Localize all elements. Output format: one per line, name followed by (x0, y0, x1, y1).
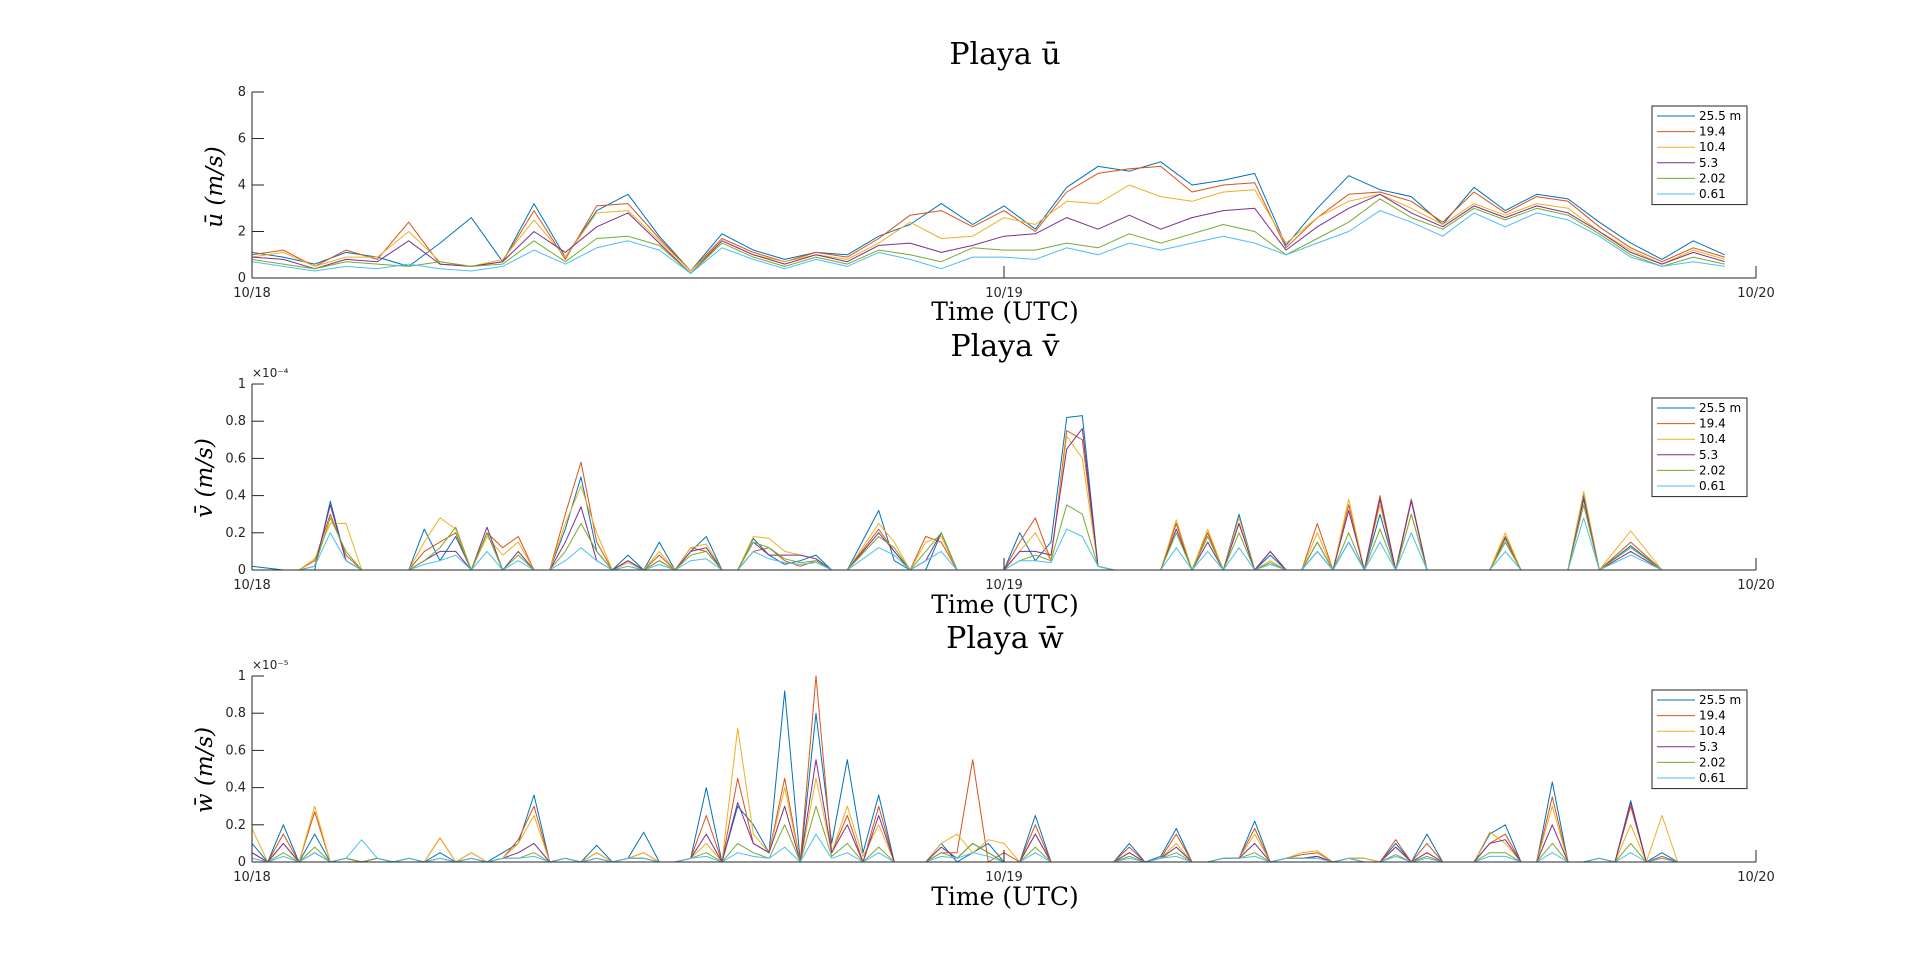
legend-box (1651, 689, 1748, 790)
legend-item: 5.3 (1699, 448, 1718, 462)
y-tick-label: 4 (238, 178, 246, 193)
y-tick-label: 0 (238, 563, 246, 578)
legend-item: 2.02 (1699, 755, 1726, 769)
x-tick-label: 10/18 (233, 578, 270, 593)
series-line-5 (251, 198, 1725, 274)
panel-v: Playa v̄ Time (UTC) v̄ (m/s) ×10⁻⁴ 00.20… (192, 329, 1775, 619)
legend-item: 19.4 (1699, 417, 1726, 431)
chart-title: Playa v̄ (951, 329, 1060, 364)
x-tick-label: 10/20 (1737, 578, 1774, 593)
legend-item: 0.61 (1699, 187, 1726, 201)
chart-title: Playa w̄ (946, 621, 1064, 656)
series-line-3 (251, 184, 1725, 272)
y-tick-label: 0 (238, 855, 246, 870)
y-axis-label: v̄ (m/s) (192, 438, 218, 518)
panel-u: Playa ū Time (UTC) ū (m/s) 0 2 4 6 8 10/18 10/… (202, 37, 1775, 326)
plot-area: 0 0.2 0.4 0.6 0.8 1 10/18 10/19 10/20 25.5 m 19.41… (225, 377, 1774, 593)
legend-item: 0.61 (1699, 771, 1726, 785)
y-tick-label: 0.2 (225, 526, 246, 541)
chart-title: Playa ū (949, 37, 1060, 72)
y-tick-label: 0.6 (225, 451, 246, 466)
legend-item: 5.3 (1699, 156, 1718, 170)
legend-box (1651, 105, 1748, 206)
y-tick-label: 0.6 (225, 743, 246, 758)
y-axis-label: w̄ (m/s) (192, 727, 218, 813)
legend-item: 10.4 (1699, 432, 1726, 446)
x-tick-label: 10/18 (233, 870, 270, 885)
x-tick-label: 10/18 (233, 286, 270, 301)
x-tick-label: 10/19 (985, 870, 1022, 885)
y-tick-label: 8 (238, 85, 246, 100)
legend-item: 2.02 (1699, 171, 1726, 185)
x-axis-label: Time (UTC) (931, 297, 1079, 326)
x-axis-label: Time (UTC) (931, 590, 1079, 619)
legend-item: 0.61 (1699, 479, 1726, 493)
y-tick-label: 6 (238, 132, 246, 147)
legend-item: 19.4 (1699, 709, 1726, 723)
panel-w: Playa w̄ Time (UTC) w̄ (m/s) ×10⁻⁵ 00.20… (192, 621, 1775, 911)
y-tick-label: 2 (238, 225, 246, 240)
plot-area: 0 2 4 6 8 10/18 10/19 10/20 25.5 m 19.410.4 5.32.0… (233, 85, 1774, 301)
y-tick-label: 0.8 (225, 706, 246, 721)
x-tick-label: 10/20 (1737, 870, 1774, 885)
legend-item: 2.02 (1699, 463, 1726, 477)
y-tick-label: 1 (238, 377, 246, 392)
legend-item: 25.5 m (1699, 109, 1741, 123)
series-line-1 (251, 161, 1725, 272)
y-tick-label: 0.4 (225, 489, 246, 504)
legend-item: 19.4 (1699, 125, 1726, 139)
y-tick-label: 0.8 (225, 414, 246, 429)
x-tick-label: 10/19 (985, 286, 1022, 301)
y-axis-exponent: ×10⁻⁴ (252, 366, 289, 380)
y-tick-label: 0.4 (225, 781, 246, 796)
y-axis-label: ū (m/s) (202, 146, 228, 227)
y-tick-label: 1 (238, 669, 246, 684)
legend-item: 10.4 (1699, 724, 1726, 738)
legend-item: 25.5 m (1699, 401, 1741, 415)
x-tick-label: 10/20 (1737, 286, 1774, 301)
y-tick-label: 0.2 (225, 818, 246, 833)
series-line-6 (251, 210, 1725, 274)
legend-item: 10.4 (1699, 140, 1726, 154)
y-axis-exponent: ×10⁻⁵ (252, 658, 289, 672)
x-tick-label: 10/19 (985, 578, 1022, 593)
x-axis-label: Time (UTC) (931, 882, 1079, 911)
legend-item: 5.3 (1699, 740, 1718, 754)
plot-area: 0 0.2 0.4 0.6 0.8 1 10/18 10/19 10/20 25.5 m 19.41… (225, 669, 1774, 885)
legend-item: 25.5 m (1699, 693, 1741, 707)
series-line-4 (251, 193, 1725, 274)
legend-box (1651, 397, 1748, 498)
y-tick-label: 0 (238, 271, 246, 286)
